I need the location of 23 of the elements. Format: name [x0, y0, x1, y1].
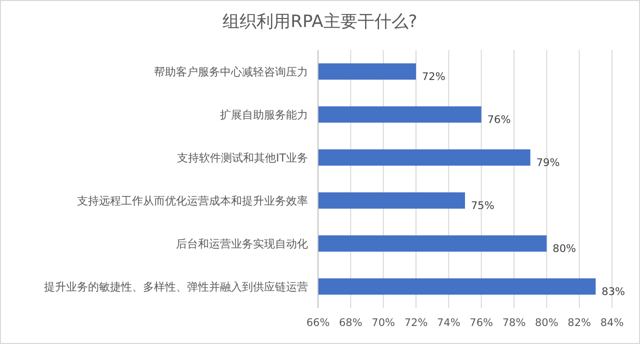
y-tick-label: 扩展自助服务能力: [220, 108, 308, 122]
data-label: 76%: [487, 114, 511, 126]
y-tick-label: 提升业务的敏捷性、多样性、弹性并融入到供应链运营: [44, 280, 308, 294]
x-tick-label: 82%: [568, 317, 592, 329]
data-label: 75%: [471, 200, 494, 212]
chart-title: 组织利用RPA主要干什么?: [222, 12, 418, 32]
x-tick-label: 66%: [306, 317, 330, 329]
y-tick-label: 支持软件测试和其他IT业务: [177, 151, 308, 164]
y-tick-label: 后台和运营业务实现自动化: [176, 237, 308, 250]
x-tick-label: 76%: [470, 317, 494, 329]
x-tick-label: 74%: [436, 317, 460, 329]
data-label: 72%: [422, 71, 446, 84]
data-label: 83%: [602, 286, 626, 298]
x-tick-label: 78%: [502, 317, 526, 329]
data-label: 79%: [536, 157, 560, 170]
y-tick-label: 帮助客户服务中心减轻咨询压力: [154, 65, 308, 78]
x-tick-label: 84%: [600, 317, 624, 329]
x-tick-label: 68%: [338, 317, 362, 329]
x-tick-label: 70%: [372, 317, 396, 329]
data-label: 80%: [552, 243, 576, 256]
x-tick-label: 72%: [404, 317, 428, 329]
x-tick-label: 80%: [534, 317, 558, 329]
y-tick-label: 支持远程工作从而优化运营成本和提升业务效率: [77, 194, 308, 208]
